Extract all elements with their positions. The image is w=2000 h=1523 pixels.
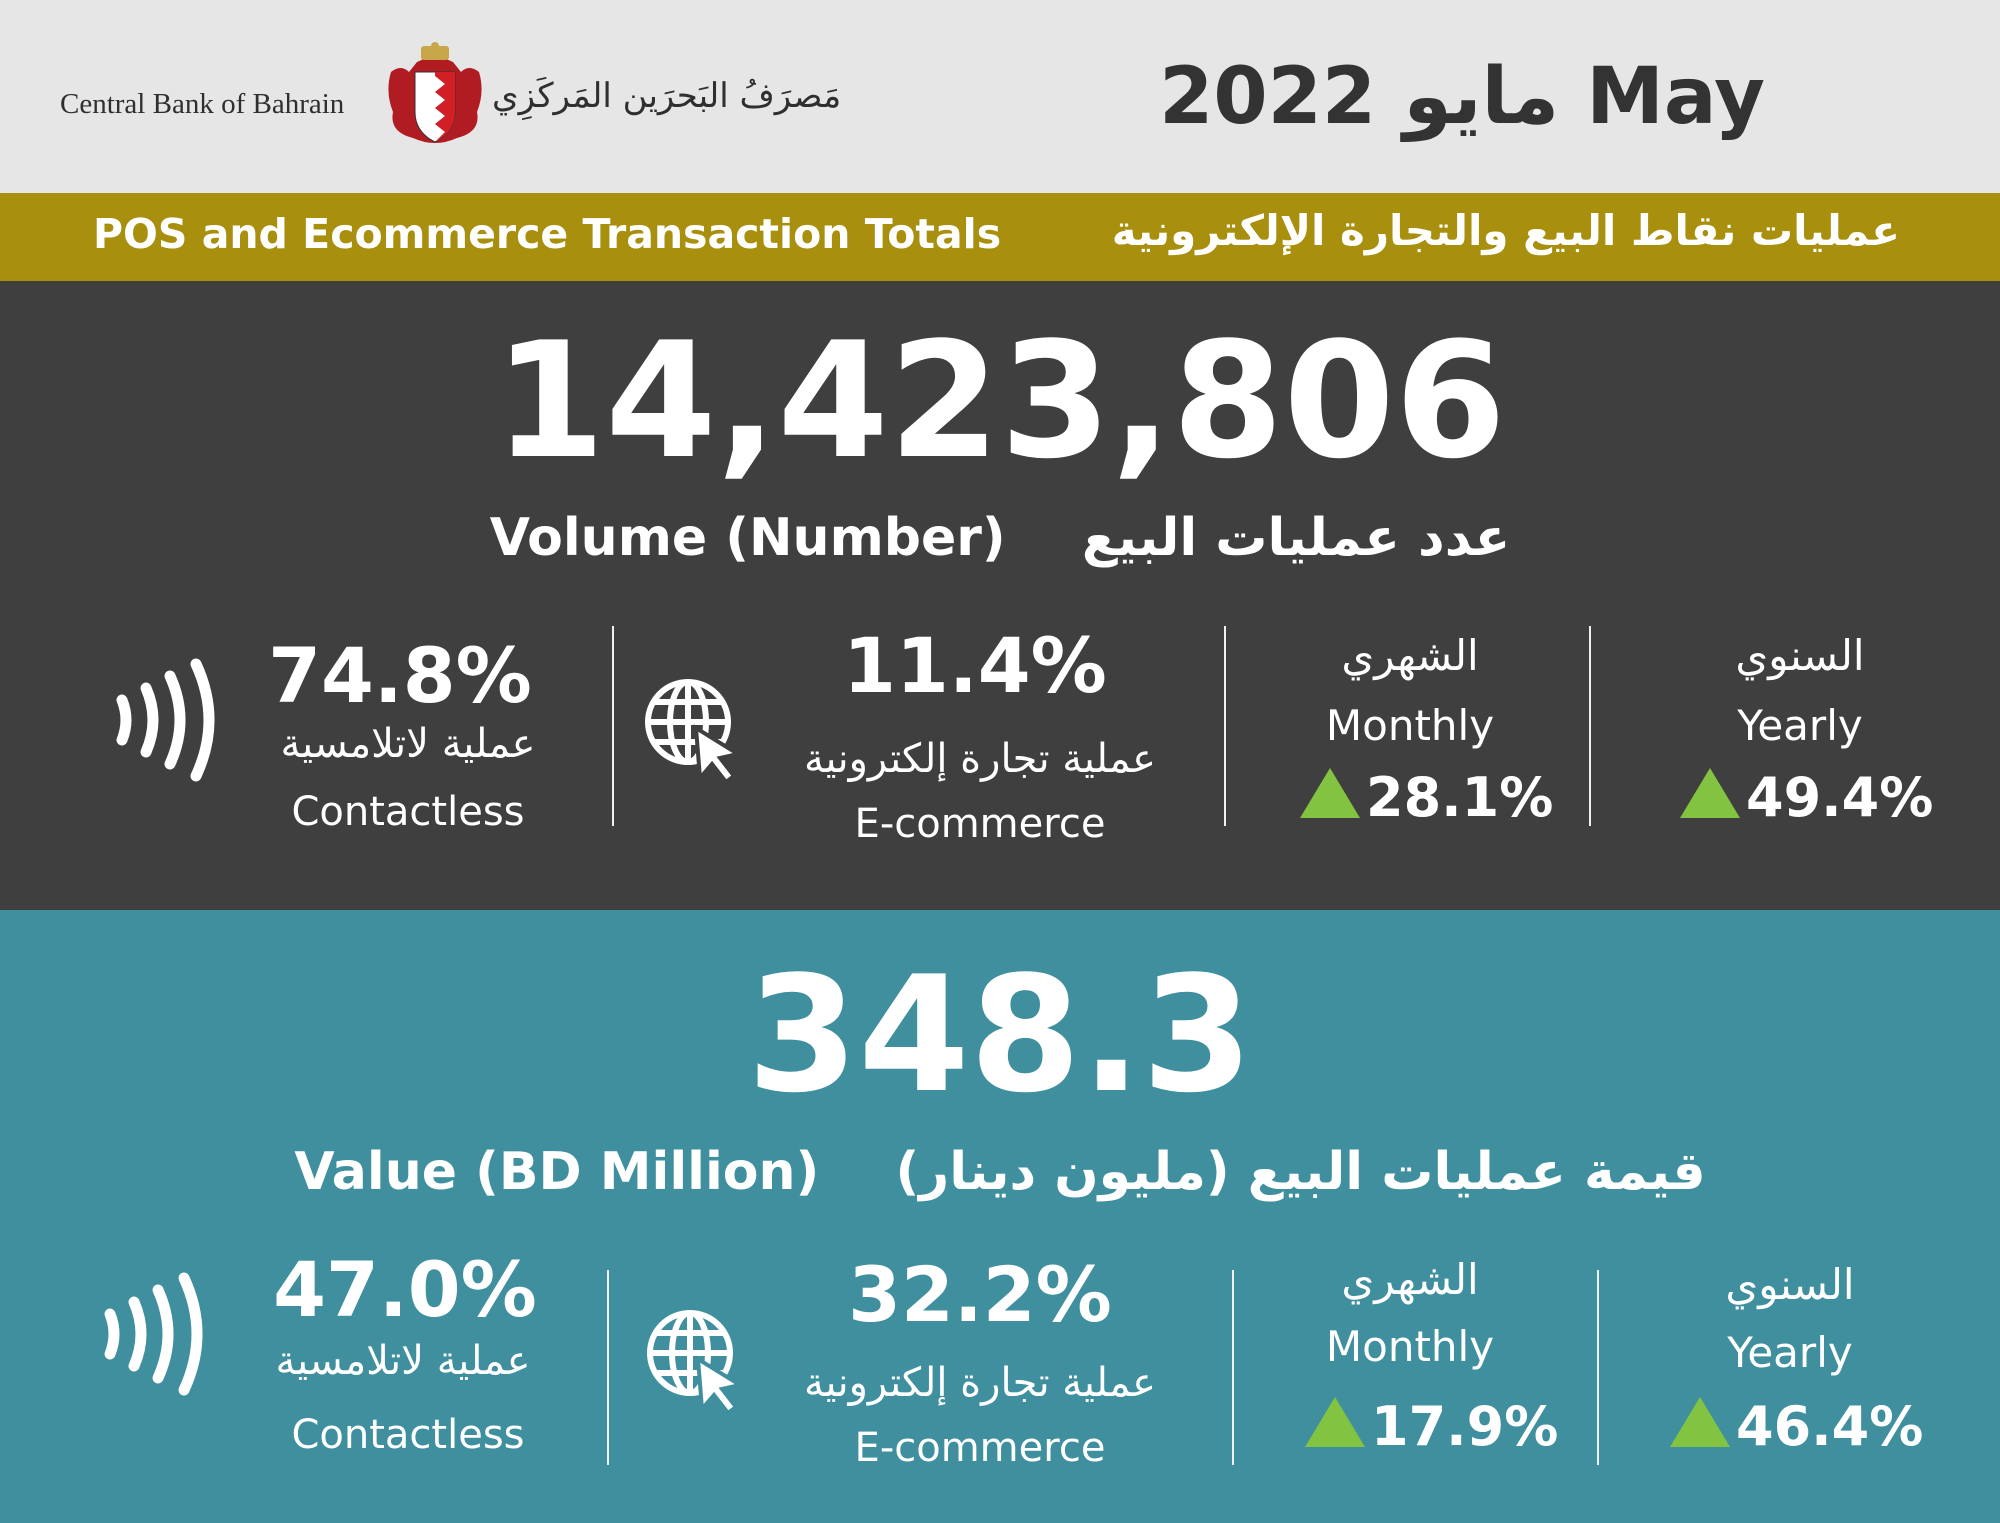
volume-monthly-label-en: Monthly [1325, 701, 1495, 750]
band-title-ar: عمليات نقاط البيع والتجارة الإلكترونية [1111, 206, 1900, 255]
value-yearly-label-en: Yearly [1727, 1328, 1853, 1377]
volume-label-en: Volume (Number) [489, 508, 1006, 568]
volume-contactless-label-ar: عملية لاتلامسية [280, 721, 536, 767]
value-contactless-label-ar: عملية لاتلامسية [275, 1338, 531, 1384]
value-monthly-label-en: Monthly [1325, 1322, 1495, 1371]
volume-number: 14,423,806 [493, 307, 1507, 494]
header: Central Bank of Bahrain مَصرَفُ البَحرَي… [0, 0, 2000, 193]
volume-monthly-change: 28.1% [1300, 766, 1553, 829]
volume-monthly-change-value: 28.1% [1366, 766, 1554, 829]
volume-yearly-change-value: 49.4% [1746, 766, 1934, 829]
volume-contactless-label-en: Contactless [291, 789, 525, 835]
bank-name-en: Central Bank of Bahrain [60, 88, 345, 120]
volume-ecommerce-label-en: E-commerce [854, 801, 1106, 847]
value-ecommerce-label-ar: عملية تجارة إلكترونية [803, 1360, 1157, 1406]
divider [607, 1270, 609, 1465]
value-section: 348.3 Value (BD Million) قيمة عمليات الب… [0, 910, 2000, 1523]
up-arrow-icon [1300, 768, 1360, 818]
band-title-en: POS and Ecommerce Transaction Totals [93, 210, 1002, 258]
value-subtitle: Value (BD Million) قيمة عمليات البيع (مل… [0, 1142, 2000, 1202]
globe-cursor-icon [645, 679, 744, 784]
contactless-icon [116, 658, 215, 782]
volume-monthly-label-ar: الشهري [1341, 631, 1479, 680]
value-label-en: Value (BD Million) [294, 1142, 820, 1202]
value-monthly-change: 17.9% [1305, 1395, 1558, 1458]
value-yearly-label-ar: السنوي [1725, 1260, 1855, 1309]
volume-subtitle: Volume (Number) عدد عمليات البيع [0, 508, 2000, 568]
divider [1224, 626, 1226, 826]
value-contactless-percent: 47.0% [273, 1245, 537, 1334]
up-arrow-icon [1680, 768, 1740, 818]
report-date: مايو 2022 May [1159, 52, 1765, 142]
globe-cursor-icon [647, 1310, 746, 1415]
volume-yearly-label-en: Yearly [1737, 701, 1863, 750]
contactless-icon [104, 1272, 203, 1396]
divider [1597, 1270, 1599, 1465]
up-arrow-icon [1305, 1397, 1365, 1447]
volume-label-ar: عدد عمليات البيع [1081, 508, 1511, 568]
up-arrow-icon [1670, 1397, 1730, 1447]
value-ecommerce-label-en: E-commerce [854, 1425, 1106, 1471]
divider [1232, 1270, 1234, 1465]
value-yearly-change: 46.4% [1670, 1395, 1923, 1458]
value-number: 348.3 [746, 941, 1254, 1128]
value-ecommerce-percent: 32.2% [848, 1250, 1112, 1339]
value-monthly-label-ar: الشهري [1341, 1255, 1479, 1304]
volume-yearly-label-ar: السنوي [1735, 631, 1865, 680]
volume-ecommerce-percent: 11.4% [843, 621, 1107, 710]
value-label-ar: قيمة عمليات البيع (مليون دينار) [895, 1142, 1706, 1202]
value-contactless-label-en: Contactless [291, 1412, 525, 1458]
value-yearly-change-value: 46.4% [1736, 1395, 1924, 1458]
value-monthly-change-value: 17.9% [1371, 1395, 1559, 1458]
crest-icon [388, 42, 482, 143]
volume-ecommerce-label-ar: عملية تجارة إلكترونية [803, 736, 1157, 782]
divider [1589, 626, 1591, 826]
volume-contactless-percent: 74.8% [268, 631, 532, 720]
title-band [0, 193, 2000, 281]
bank-name-ar: مَصرَفُ البَحرَين المَركَزِي [492, 76, 842, 116]
divider [612, 626, 614, 826]
volume-section: 14,423,806 Volume (Number) عدد عمليات ال… [0, 281, 2000, 910]
volume-yearly-change: 49.4% [1680, 766, 1933, 829]
